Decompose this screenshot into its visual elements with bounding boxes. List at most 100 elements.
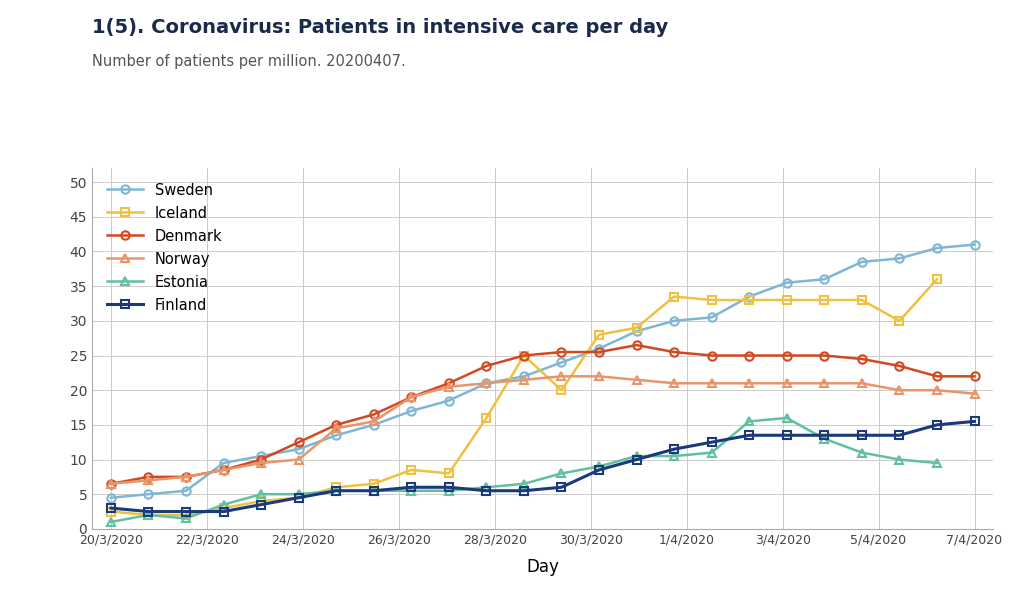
Finland <box>743 432 756 439</box>
Finland <box>706 439 718 446</box>
Sweden <box>142 490 155 498</box>
Denmark <box>255 456 267 463</box>
Finland <box>180 508 193 515</box>
Norway <box>293 456 305 463</box>
Estonia <box>293 490 305 498</box>
Norway <box>518 376 530 383</box>
Finland <box>593 466 605 474</box>
Estonia <box>104 518 117 525</box>
Finland <box>293 494 305 501</box>
Iceland <box>743 296 756 304</box>
Norway <box>593 373 605 380</box>
Line: Estonia: Estonia <box>106 413 941 526</box>
Denmark <box>555 349 567 356</box>
Norway <box>442 383 455 390</box>
Estonia <box>593 463 605 470</box>
Denmark <box>293 439 305 446</box>
Iceland <box>255 498 267 505</box>
Sweden <box>518 373 530 380</box>
Iceland <box>818 296 830 304</box>
Norway <box>180 473 193 480</box>
Norway <box>893 386 905 394</box>
Estonia <box>856 449 868 456</box>
Finland <box>368 487 380 495</box>
Denmark <box>180 473 193 480</box>
Sweden <box>893 255 905 262</box>
Sweden <box>217 459 229 466</box>
Estonia <box>668 453 680 460</box>
Norway <box>743 380 756 387</box>
Iceland <box>631 324 643 331</box>
Iceland <box>406 466 418 474</box>
Iceland <box>480 414 493 421</box>
Finland <box>518 487 530 495</box>
Sweden <box>593 345 605 352</box>
Norway <box>856 380 868 387</box>
Denmark <box>104 480 117 487</box>
Denmark <box>893 362 905 370</box>
Finland <box>668 445 680 453</box>
Line: Iceland: Iceland <box>106 275 941 519</box>
Iceland <box>180 511 193 519</box>
Denmark <box>931 373 943 380</box>
Iceland <box>780 296 793 304</box>
Estonia <box>931 459 943 466</box>
Iceland <box>217 504 229 511</box>
Norway <box>780 380 793 387</box>
Estonia <box>180 515 193 522</box>
Finland <box>856 432 868 439</box>
Denmark <box>818 352 830 359</box>
Denmark <box>518 352 530 359</box>
Finland <box>442 484 455 491</box>
Line: Finland: Finland <box>106 417 979 516</box>
Denmark <box>217 466 229 474</box>
Estonia <box>631 453 643 460</box>
Sweden <box>442 397 455 404</box>
Denmark <box>743 352 756 359</box>
Denmark <box>142 473 155 480</box>
Norway <box>818 380 830 387</box>
Denmark <box>780 352 793 359</box>
Finland <box>969 418 981 425</box>
Finland <box>555 484 567 491</box>
Iceland <box>293 494 305 501</box>
Estonia <box>706 449 718 456</box>
Iceland <box>593 331 605 338</box>
Sweden <box>293 445 305 453</box>
Denmark <box>368 411 380 418</box>
Sweden <box>856 258 868 266</box>
Sweden <box>330 432 342 439</box>
Norway <box>255 459 267 466</box>
Estonia <box>893 456 905 463</box>
Sweden <box>368 421 380 429</box>
Norway <box>142 477 155 484</box>
Iceland <box>893 317 905 325</box>
Sweden <box>480 380 493 387</box>
X-axis label: Day: Day <box>526 558 559 576</box>
Finland <box>330 487 342 495</box>
Sweden <box>969 241 981 248</box>
Text: Number of patients per million. 20200407.: Number of patients per million. 20200407… <box>92 54 406 69</box>
Iceland <box>368 480 380 487</box>
Norway <box>104 480 117 487</box>
Denmark <box>442 380 455 387</box>
Legend: Sweden, Iceland, Denmark, Norway, Estonia, Finland: Sweden, Iceland, Denmark, Norway, Estoni… <box>99 175 229 320</box>
Finland <box>480 487 493 495</box>
Norway <box>706 380 718 387</box>
Iceland <box>330 484 342 491</box>
Finland <box>931 421 943 429</box>
Denmark <box>480 362 493 370</box>
Norway <box>931 386 943 394</box>
Norway <box>368 418 380 425</box>
Finland <box>104 504 117 511</box>
Estonia <box>217 501 229 508</box>
Finland <box>818 432 830 439</box>
Denmark <box>593 349 605 356</box>
Sweden <box>668 317 680 325</box>
Sweden <box>706 314 718 321</box>
Iceland <box>668 293 680 300</box>
Line: Denmark: Denmark <box>106 341 979 488</box>
Finland <box>780 432 793 439</box>
Sweden <box>255 453 267 460</box>
Sweden <box>555 359 567 366</box>
